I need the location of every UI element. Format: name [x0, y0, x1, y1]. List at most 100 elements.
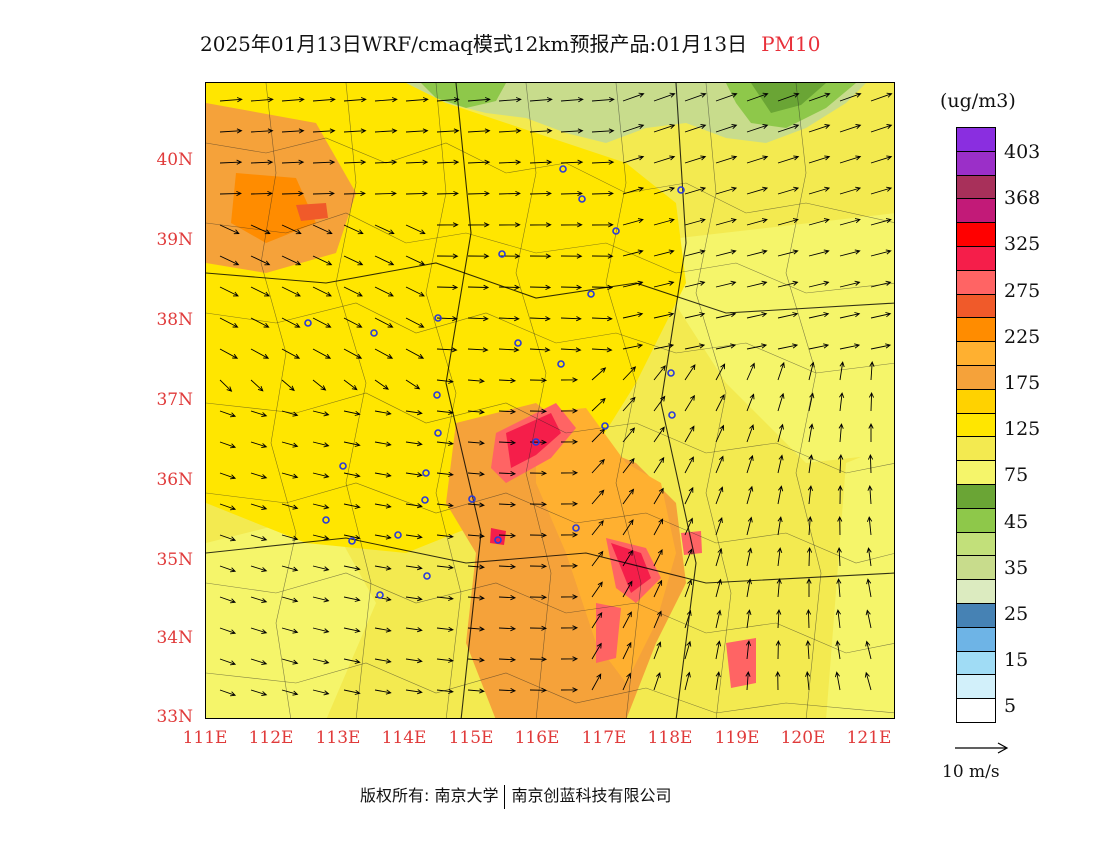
wind-arrow-icon	[467, 97, 491, 103]
wind-arrow-icon	[684, 364, 696, 381]
wind-arrow-icon	[312, 255, 333, 266]
wind-arrow-icon	[281, 472, 299, 479]
wind-arrow-icon	[467, 222, 490, 228]
wind-arrow-icon	[560, 316, 582, 322]
wind-arrow-icon	[808, 454, 814, 474]
wind-arrow-icon	[805, 671, 811, 691]
wind-arrow-icon	[467, 657, 485, 663]
longitude-label: 120E	[780, 728, 826, 748]
wind-arrow-icon	[777, 343, 799, 350]
wind-arrow-icon	[622, 280, 644, 288]
wind-arrow-icon	[343, 596, 361, 602]
wind-arrow-icon	[777, 485, 784, 505]
province-boundary	[206, 262, 894, 314]
wind-arrow-icon	[864, 671, 872, 691]
wind-arrow-icon	[775, 639, 781, 660]
wind-arrow-icon	[405, 224, 426, 235]
wind-arrow-icon	[870, 186, 893, 195]
wind-arrow-icon	[219, 255, 240, 266]
wind-arrow-icon	[560, 159, 584, 165]
wind-arrow-icon	[281, 565, 299, 572]
wind-arrow-icon	[498, 471, 517, 477]
wind-arrow-icon	[467, 316, 489, 322]
wind-arrow-icon	[591, 284, 614, 291]
wind-arrow-icon	[622, 249, 644, 257]
wind-arrow-icon	[715, 124, 738, 133]
wind-arrow-icon	[281, 348, 301, 359]
wind-arrow-icon	[312, 503, 330, 510]
copyright-separator	[504, 784, 506, 809]
legend-swatch	[957, 365, 995, 390]
latitude-label: 36N	[156, 470, 193, 490]
wind-arrow-icon	[653, 456, 665, 474]
wind-arrow-icon	[746, 424, 755, 443]
wind-arrow-icon	[312, 128, 336, 134]
wind-arrow-icon	[868, 422, 874, 442]
concentration-area	[206, 513, 376, 718]
wind-arrow-icon	[591, 581, 603, 598]
wind-arrow-icon	[591, 550, 604, 567]
legend-swatch	[957, 437, 995, 462]
legend-tick-label: 225	[1004, 325, 1041, 348]
wind-arrow-icon	[250, 534, 268, 541]
wind-reference-label: 10 m/s	[942, 762, 1000, 782]
wind-arrow-icon	[374, 658, 392, 664]
wind-arrow-icon	[653, 365, 666, 381]
longitude-label: 119E	[714, 728, 760, 748]
wind-arrow-icon	[869, 360, 875, 381]
wind-arrow-icon	[436, 378, 454, 384]
wind-arrow-icon	[436, 253, 459, 259]
wind-arrow-icon	[866, 547, 872, 567]
wind-arrow-icon	[405, 658, 423, 664]
wind-arrow-icon	[653, 579, 663, 598]
boundary-line	[335, 83, 372, 718]
wind-arrow-icon	[839, 361, 845, 381]
wind-arrow-icon	[529, 470, 548, 476]
wind-arrow-icon	[281, 128, 305, 134]
wind-arrow-icon	[498, 378, 517, 384]
wind-arrow-icon	[591, 253, 614, 259]
station-marker-icon	[601, 422, 609, 430]
wind-arrow-icon	[807, 515, 813, 536]
wind-arrow-icon	[436, 471, 454, 477]
wind-arrow-icon	[776, 578, 782, 598]
wind-arrow-icon	[870, 343, 892, 350]
wind-arrow-icon	[529, 97, 553, 103]
concentration-area	[421, 83, 506, 108]
chart-title: 2025年01月13日WRF/cmaq模式12km预报产品:01月13日 PM10	[200, 28, 940, 56]
wind-arrow-icon	[343, 441, 361, 447]
wind-arrow-icon	[281, 190, 304, 197]
wind-arrow-icon	[653, 395, 666, 412]
wind-arrow-icon	[281, 97, 305, 103]
wind-arrow-icon	[219, 627, 237, 635]
wind-arrow-icon	[436, 222, 459, 228]
wind-arrow-icon	[867, 484, 873, 505]
wind-arrow-icon	[622, 641, 632, 660]
province-boundary	[445, 83, 482, 718]
wind-arrow-icon	[715, 218, 737, 226]
wind-arrow-icon	[312, 317, 332, 328]
wind-arrow-icon	[746, 124, 769, 133]
wind-arrow-icon	[622, 396, 636, 412]
wind-arrow-icon	[529, 377, 548, 383]
wind-arrow-icon	[715, 363, 726, 381]
boundary-line	[515, 83, 552, 718]
concentration-area	[296, 203, 328, 221]
boundary-line	[425, 83, 462, 718]
legend-swatch	[957, 699, 995, 722]
wind-arrow-icon	[498, 440, 517, 446]
wind-arrow-icon	[684, 609, 692, 629]
forecast-map[interactable]	[205, 82, 895, 719]
latitude-label: 37N	[156, 390, 193, 410]
latitude-label: 40N	[156, 150, 193, 170]
wind-arrow-icon	[868, 391, 875, 412]
station-marker-icon	[339, 462, 347, 470]
wind-arrow-icon	[746, 155, 769, 164]
boundary-line	[785, 83, 822, 718]
wind-arrow-icon	[837, 484, 843, 505]
wind-arrow-icon	[250, 317, 270, 328]
wind-arrow-icon	[250, 286, 270, 297]
wind-arrow-icon	[281, 441, 299, 448]
boundary-line	[206, 212, 894, 294]
wind-arrow-icon	[250, 159, 274, 165]
